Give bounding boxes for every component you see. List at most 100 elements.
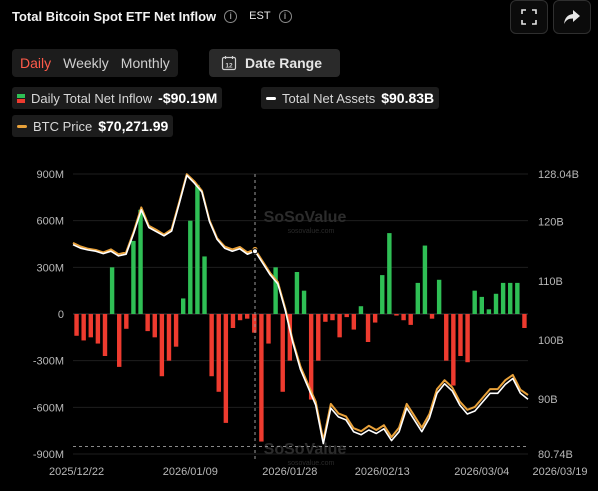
y-axis-right: 128.04B 120B 110B 100B 90B 80.74B	[538, 169, 579, 461]
inflow-bar	[508, 282, 513, 314]
tab-weekly[interactable]: Weekly	[63, 55, 109, 71]
info-icon[interactable]: i	[224, 9, 238, 23]
period-tab-group: Daily Weekly Monthly	[12, 49, 178, 77]
fullscreen-button[interactable]	[510, 0, 548, 34]
inflow-bar	[444, 314, 449, 361]
inflow-bar	[188, 220, 193, 314]
inflow-bar	[422, 245, 428, 314]
inflow-bar	[294, 272, 300, 314]
fullscreen-icon	[521, 9, 537, 25]
inflow-bar	[173, 314, 179, 347]
inflow-bar	[337, 314, 342, 338]
inflow-bar	[515, 282, 520, 314]
inflow-bar	[266, 314, 271, 344]
inflow-bar	[117, 314, 122, 367]
watermark-brand: SoSoValue	[264, 209, 347, 226]
inflow-bar	[479, 296, 484, 314]
legend-label: Daily Total Net Inflow	[31, 90, 153, 106]
inflow-bar	[522, 314, 527, 328]
share-icon	[564, 10, 580, 24]
inflow-bar	[493, 293, 499, 314]
inflow-bar	[344, 314, 349, 318]
x-tick-label: 2026/03/19	[532, 466, 587, 478]
grid-lines	[73, 173, 528, 455]
inflow-bar	[131, 240, 136, 314]
y-right-tick-label: 90B	[538, 394, 558, 406]
inflow-bar	[230, 314, 236, 328]
etf-inflow-chart[interactable]: SoSoValue sosovalue.com SoSoValue sosovalue…	[0, 160, 598, 491]
inflow-bar	[195, 184, 200, 314]
calendar-icon: 12	[221, 56, 237, 71]
inflow-bar	[401, 314, 406, 321]
inflow-bar	[81, 314, 86, 341]
inflow-bar	[500, 282, 506, 314]
inflow-bar	[330, 314, 335, 321]
inflow-bar	[351, 314, 357, 330]
inflow-bars	[74, 184, 527, 442]
tab-daily[interactable]: Daily	[20, 55, 52, 71]
crosshair-assets-dot	[252, 248, 258, 255]
y-right-tick-label: 128.04B	[538, 169, 579, 181]
inflow-bar	[159, 314, 165, 377]
inflow-bar	[408, 314, 413, 325]
tab-monthly[interactable]: Monthly	[120, 55, 170, 71]
inflow-bar	[436, 279, 442, 314]
inflow-bar	[458, 314, 463, 356]
inflow-bar	[216, 314, 221, 392]
x-tick-label: 2026/01/09	[163, 466, 218, 478]
total-net-assets-line	[72, 174, 529, 445]
chart-header: Total Bitcoin Spot ETF Net Inflow i EST …	[12, 6, 292, 26]
inflow-bar	[429, 314, 435, 319]
inflow-bar	[166, 314, 172, 361]
inflow-bar	[102, 314, 108, 356]
inflow-bar	[316, 314, 321, 361]
timezone-label: EST	[249, 10, 271, 22]
inflow-bar	[74, 314, 79, 336]
inflow-bar	[273, 267, 278, 314]
legend-btc-price[interactable]: BTC Price $70,271.99	[12, 115, 174, 137]
inflow-bar	[415, 282, 421, 314]
legend-value: $90.83B	[381, 90, 435, 106]
date-range-button[interactable]: 12 Date Range	[209, 49, 340, 77]
calendar-icon-text: 12	[225, 63, 233, 70]
inflow-bar	[88, 314, 93, 338]
x-tick-label: 2026/01/28	[262, 466, 317, 478]
inflow-bar	[259, 314, 264, 442]
watermark: SoSoValue sosovalue.com SoSoValue sosovalue…	[264, 209, 347, 467]
legend-value: -$90.19M	[158, 90, 218, 106]
inflow-bar	[358, 306, 364, 314]
legend-total-net-assets[interactable]: Total Net Assets $90.83B	[261, 87, 440, 109]
inflow-bar	[109, 267, 115, 314]
watermark-url: sosovalue.com	[288, 460, 335, 467]
inflow-bar	[465, 314, 470, 363]
inflow-bar	[372, 314, 378, 323]
y-right-tick-label: 100B	[538, 335, 564, 347]
y-left-tick-label: -900M	[33, 449, 64, 461]
x-tick-label: 2025/12/22	[49, 466, 104, 478]
timezone-info-icon[interactable]: i	[278, 9, 292, 23]
legend-value: $70,271.99	[98, 118, 169, 134]
line-swatch-icon	[17, 124, 27, 128]
share-button[interactable]	[553, 0, 591, 34]
watermark-brand: SoSoValue	[264, 441, 347, 458]
legend-daily-net-inflow[interactable]: Daily Total Net Inflow -$90.19M	[12, 87, 223, 109]
bar-swatch-icon	[17, 93, 25, 103]
line-swatch-icon	[266, 96, 276, 100]
y-left-tick-label: 600M	[36, 216, 64, 228]
legend-label: Total Net Assets	[282, 90, 376, 106]
inflow-bar	[252, 314, 257, 333]
watermark-url: sosovalue.com	[288, 228, 335, 235]
inflow-bar	[451, 314, 456, 386]
inflow-bar	[180, 298, 186, 314]
inflow-bar	[472, 290, 477, 314]
chart-title: Total Bitcoin Spot ETF Net Inflow	[12, 8, 217, 24]
y-right-tick-label: 80.74B	[538, 449, 573, 461]
inflow-bar	[145, 314, 150, 332]
inflow-bar	[237, 314, 243, 321]
inflow-bar	[152, 314, 157, 338]
inflow-bar	[387, 233, 392, 314]
y-left-tick-label: 0	[58, 309, 64, 321]
inflow-bar	[280, 314, 285, 392]
chart-overlays	[73, 174, 528, 460]
inflow-bar	[95, 314, 101, 344]
